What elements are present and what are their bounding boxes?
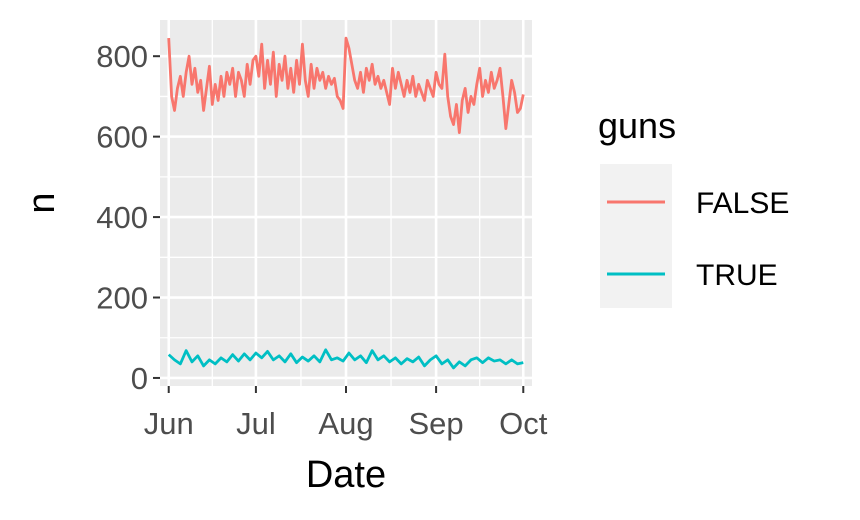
- legend-label-true: TRUE: [696, 259, 778, 292]
- x-axis-tick-labels: Jun Jul Aug Sep Oct: [144, 406, 548, 441]
- legend-label-false: FALSE: [696, 187, 789, 220]
- series-line-true: [167, 348, 524, 370]
- x-tick-label: Jun: [144, 406, 194, 441]
- axis-ticks: [153, 55, 525, 393]
- x-tick-label: Jul: [236, 406, 276, 441]
- x-axis-title: Date: [306, 454, 386, 496]
- x-tick-label: Oct: [499, 406, 548, 441]
- y-tick-label: 400: [96, 200, 148, 235]
- y-axis-title: n: [21, 192, 63, 213]
- y-tick-label: 0: [131, 361, 148, 396]
- y-axis-tick-labels: 0 200 400 600 800: [96, 39, 148, 396]
- x-tick-label: Sep: [409, 406, 464, 441]
- major-gridlines: [160, 20, 532, 386]
- legend-key-background: [600, 164, 672, 308]
- legend: guns FALSE TRUE: [598, 105, 789, 308]
- y-tick-label: 200: [96, 281, 148, 316]
- y-tick-label: 800: [96, 39, 148, 74]
- y-tick-label: 600: [96, 120, 148, 155]
- series-line-false: [167, 36, 525, 135]
- series-lines: [167, 36, 525, 370]
- x-tick-label: Aug: [318, 406, 373, 441]
- legend-title: guns: [598, 105, 676, 146]
